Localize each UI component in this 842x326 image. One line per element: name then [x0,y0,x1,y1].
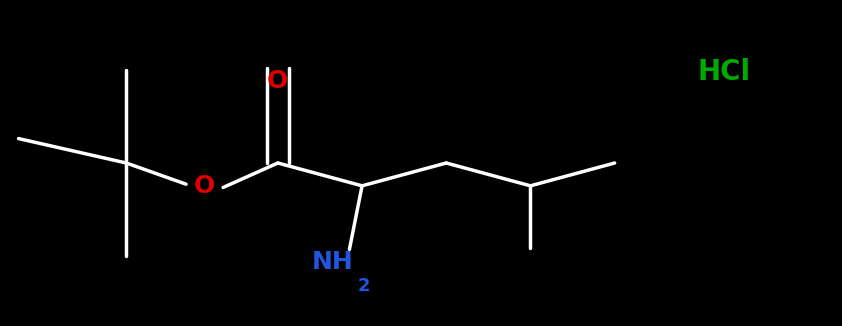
Text: O: O [194,174,216,198]
Text: NH: NH [312,250,354,274]
Text: O: O [267,69,289,94]
Text: 2: 2 [358,277,370,295]
Text: HCl: HCl [697,58,751,86]
